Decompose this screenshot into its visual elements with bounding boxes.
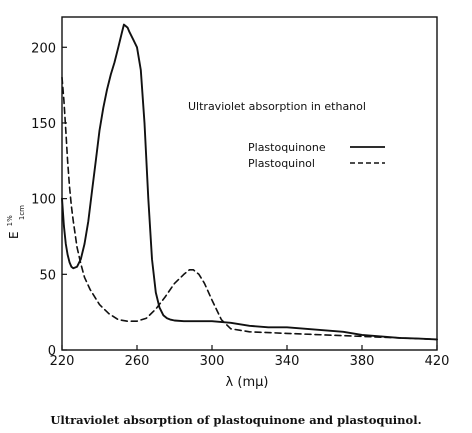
figure-caption: Ultraviolet absorption of plastoquinone … — [50, 413, 421, 427]
y-tick-label: 100 — [31, 193, 56, 208]
x-tick-label: 300 — [200, 354, 225, 369]
series-lines — [61, 23, 438, 341]
y-tick-label: 0 — [48, 344, 56, 359]
x-tick-label: 340 — [275, 354, 300, 369]
plot-frame — [61, 16, 438, 351]
axes — [61, 16, 438, 351]
series-line-plastoquinone — [61, 23, 438, 341]
svg-text:E 1% 1cm: E 1% 1cm — [0, 205, 26, 239]
y-axis-label-sup: 1% — [6, 215, 14, 226]
y-axis-label-main: E — [7, 231, 21, 239]
legend-label-plastoquinone: Plastoquinone — [248, 141, 326, 154]
x-tick-label: 260 — [125, 354, 150, 369]
legend-label-plastoquinol: Plastoquinol — [248, 157, 315, 170]
legend: Plastoquinone Plastoquinol — [248, 141, 385, 170]
x-tick-label: 220 — [50, 354, 75, 369]
series-line-plastoquinol — [61, 76, 438, 341]
chart-title: Ultraviolet absorption in ethanol — [188, 100, 366, 113]
x-tick-label: 420 — [425, 354, 450, 369]
y-tick-label: 50 — [39, 268, 56, 283]
x-axis-label: λ (mμ) — [226, 375, 269, 390]
y-axis-label-sub: 1cm — [18, 205, 26, 220]
y-tick-label: 200 — [31, 41, 56, 56]
y-axis-label: E 1% 1cm — [0, 205, 26, 239]
y-tick-label: 150 — [31, 117, 56, 132]
axis-ticks: 220 260 300 340 380 420 0 50 100 150 200 — [31, 41, 449, 369]
x-tick-label: 380 — [350, 354, 375, 369]
